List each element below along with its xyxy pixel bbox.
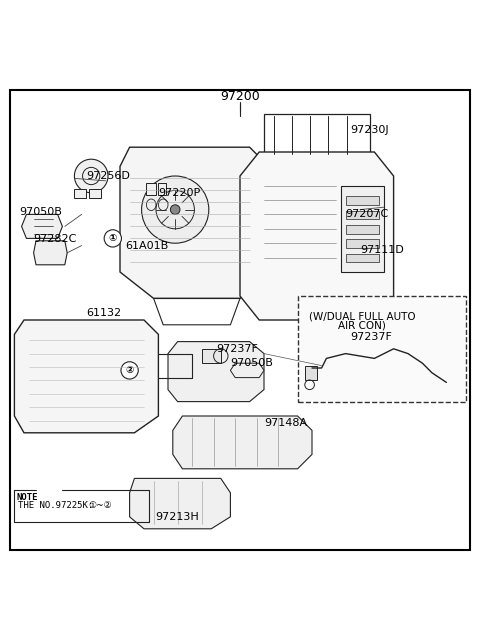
Bar	[202, 349, 221, 364]
Bar	[305, 365, 317, 380]
Text: ①: ①	[108, 234, 117, 243]
Text: 97050B: 97050B	[19, 207, 62, 217]
Bar	[158, 183, 166, 195]
Text: (W/DUAL FULL AUTO: (W/DUAL FULL AUTO	[309, 311, 416, 321]
Bar	[346, 253, 379, 262]
Bar	[346, 239, 379, 248]
Bar	[298, 296, 466, 402]
Text: 61A01B: 61A01B	[125, 241, 168, 251]
Text: NOTE: NOTE	[16, 493, 38, 502]
Polygon shape	[120, 147, 269, 298]
Text: AIR CON): AIR CON)	[338, 321, 386, 331]
Text: 97213H: 97213H	[156, 512, 200, 522]
Bar	[264, 114, 370, 157]
Ellipse shape	[170, 205, 180, 214]
Text: 97237F: 97237F	[216, 344, 258, 354]
Text: 97148A: 97148A	[264, 418, 307, 428]
Polygon shape	[14, 320, 158, 433]
Ellipse shape	[142, 176, 209, 243]
Text: 61132: 61132	[86, 308, 121, 318]
Text: 97220P: 97220P	[158, 188, 201, 198]
Text: 97237F: 97237F	[350, 332, 392, 342]
Bar	[350, 334, 408, 382]
Polygon shape	[240, 152, 394, 320]
Polygon shape	[22, 214, 62, 238]
Bar	[89, 189, 101, 198]
Bar	[341, 186, 384, 272]
Text: 97050B: 97050B	[230, 358, 273, 368]
Text: 97200: 97200	[220, 90, 260, 103]
Bar	[346, 196, 379, 205]
Ellipse shape	[121, 362, 138, 379]
Polygon shape	[173, 416, 312, 468]
Text: 97230J: 97230J	[350, 125, 389, 136]
Text: 97111D: 97111D	[360, 245, 404, 255]
Bar	[346, 211, 379, 219]
Bar	[346, 225, 379, 234]
Polygon shape	[230, 364, 264, 378]
Text: THE NO.97225K:: THE NO.97225K:	[18, 502, 94, 511]
Polygon shape	[336, 320, 422, 392]
Polygon shape	[168, 342, 264, 402]
Polygon shape	[34, 241, 67, 265]
Ellipse shape	[74, 159, 108, 193]
Bar	[74, 189, 86, 198]
Text: 97282C: 97282C	[34, 234, 77, 244]
Text: 97256D: 97256D	[86, 171, 130, 181]
Bar	[146, 183, 156, 195]
Text: ①~②: ①~②	[89, 502, 112, 511]
Polygon shape	[130, 478, 230, 529]
Ellipse shape	[104, 230, 121, 247]
Text: ②: ②	[125, 365, 134, 376]
Text: 97207C: 97207C	[346, 209, 389, 220]
